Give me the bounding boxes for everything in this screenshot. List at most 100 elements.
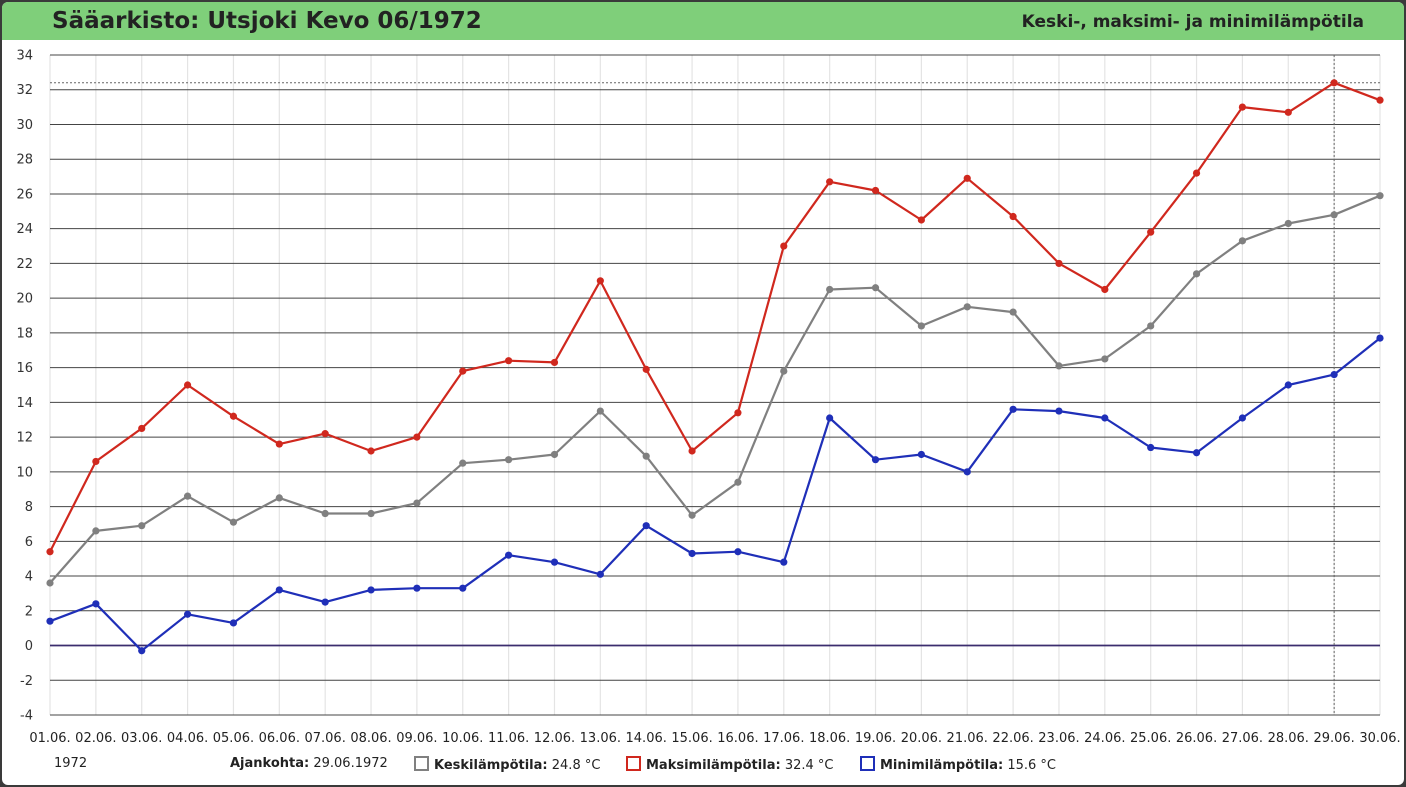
- data-point: [1009, 212, 1017, 221]
- legend-swatch-icon: [414, 756, 429, 771]
- x-tick-label: 02.06.: [75, 731, 116, 746]
- data-point: [963, 303, 971, 311]
- data-point: [92, 527, 100, 535]
- y-tick-label: 8: [25, 500, 33, 515]
- data-point: [1009, 405, 1017, 413]
- y-tick-label: -4: [20, 709, 33, 724]
- data-point: [46, 548, 54, 556]
- x-tick-label: 26.06.: [1176, 731, 1217, 746]
- year-label: 1972: [54, 756, 88, 771]
- legend-value: 32.4 °C: [784, 758, 834, 773]
- legend-item-max[interactable]: Maksimilämpötila: 32.4 °C: [626, 756, 833, 773]
- x-tick-label: 23.06.: [1038, 731, 1079, 746]
- x-tick-label: 10.06.: [442, 731, 483, 746]
- x-tick-label: 24.06.: [1084, 731, 1125, 746]
- x-tick-label: 01.06.: [29, 731, 70, 746]
- time-value: 29.06.1972: [313, 756, 388, 771]
- data-point: [321, 430, 329, 438]
- x-tick-label: 14.06.: [626, 731, 667, 746]
- data-point: [505, 357, 513, 365]
- data-point: [688, 549, 696, 558]
- y-tick-label: 22: [16, 257, 33, 272]
- legend-value: 15.6 °C: [1007, 758, 1057, 773]
- x-tick-label: 19.06.: [855, 731, 896, 746]
- data-point: [1330, 211, 1338, 219]
- chart-footer: 1972 Ajankohta: 29.06.1972 Keskilämpötil…: [2, 750, 1404, 780]
- legend-item-mean[interactable]: Keskilämpötila: 24.8 °C: [414, 756, 600, 773]
- data-point: [917, 322, 925, 330]
- data-point: [596, 277, 604, 285]
- data-point: [1330, 370, 1338, 379]
- legend-item-min[interactable]: Minimilämpötila: 15.6 °C: [860, 756, 1056, 773]
- x-tick-label: 15.06.: [671, 731, 712, 746]
- x-tick-label: 05.06.: [213, 731, 254, 746]
- y-tick-label: 30: [16, 118, 33, 133]
- y-tick-label: 28: [16, 153, 33, 168]
- x-tick-label: 28.06.: [1268, 731, 1309, 746]
- temperature-line-chart[interactable]: 3432302826242220181614121086420-2-401.06…: [2, 2, 1404, 750]
- header-bar: Sääarkisto: Utsjoki Kevo 06/1972 Keski-,…: [2, 2, 1404, 40]
- data-point: [1192, 270, 1201, 278]
- data-point: [413, 433, 421, 441]
- data-point: [367, 509, 375, 518]
- data-point: [1055, 362, 1063, 370]
- data-point: [183, 610, 192, 618]
- data-point: [1101, 285, 1109, 294]
- data-point: [1192, 449, 1201, 457]
- legend-label: Keskilämpötila:: [434, 758, 548, 773]
- chart-subtitle: Keski-, maksimi- ja minimilämpötila: [1021, 12, 1364, 32]
- data-point: [826, 178, 834, 186]
- data-point: [1147, 228, 1155, 236]
- time-readout: Ajankohta: 29.06.1972: [230, 756, 388, 771]
- data-point: [138, 424, 146, 433]
- data-point: [1101, 355, 1109, 363]
- data-point: [1330, 79, 1338, 87]
- data-point: [963, 174, 971, 182]
- x-tick-label: 25.06.: [1130, 731, 1171, 746]
- data-point: [780, 242, 788, 250]
- x-tick-label: 21.06.: [947, 731, 988, 746]
- x-tick-label: 09.06.: [396, 731, 437, 746]
- y-tick-label: 32: [16, 83, 33, 98]
- series-line: [49, 194, 1381, 584]
- data-point: [275, 586, 283, 594]
- legend-label: Minimilämpötila:: [880, 758, 1004, 773]
- data-point: [321, 598, 329, 606]
- data-point: [642, 365, 650, 373]
- data-point: [1009, 308, 1017, 316]
- y-tick-label: 14: [16, 396, 33, 411]
- data-point: [550, 558, 559, 566]
- data-point: [871, 284, 880, 292]
- data-point: [459, 584, 467, 592]
- data-point: [871, 186, 880, 195]
- data-point: [459, 367, 467, 375]
- data-point: [1192, 169, 1201, 177]
- x-tick-label: 27.06.: [1222, 731, 1263, 746]
- x-tick-label: 17.06.: [763, 731, 804, 746]
- data-point: [688, 447, 696, 455]
- data-point: [1101, 414, 1109, 422]
- data-point: [275, 440, 283, 448]
- data-point: [92, 457, 100, 466]
- data-point: [963, 468, 971, 476]
- x-tick-label: 30.06.: [1359, 731, 1400, 746]
- data-point: [413, 584, 421, 592]
- data-point: [596, 407, 604, 415]
- y-tick-label: 10: [16, 465, 33, 480]
- data-point: [1147, 443, 1155, 452]
- page-title: Sääarkisto: Utsjoki Kevo 06/1972: [52, 8, 482, 34]
- y-tick-label: 4: [25, 570, 33, 585]
- x-tick-label: 12.06.: [534, 731, 575, 746]
- data-point: [1376, 334, 1384, 342]
- data-point: [596, 570, 604, 578]
- y-tick-label: 2: [25, 604, 33, 619]
- y-tick-label: -2: [20, 674, 33, 689]
- y-tick-label: 34: [16, 49, 33, 64]
- y-tick-label: 6: [25, 535, 33, 550]
- y-tick-label: 18: [16, 326, 33, 341]
- data-point: [367, 586, 375, 594]
- x-tick-label: 13.06.: [580, 731, 621, 746]
- data-point: [826, 414, 834, 422]
- series-line: [49, 81, 1381, 553]
- x-tick-label: 22.06.: [992, 731, 1033, 746]
